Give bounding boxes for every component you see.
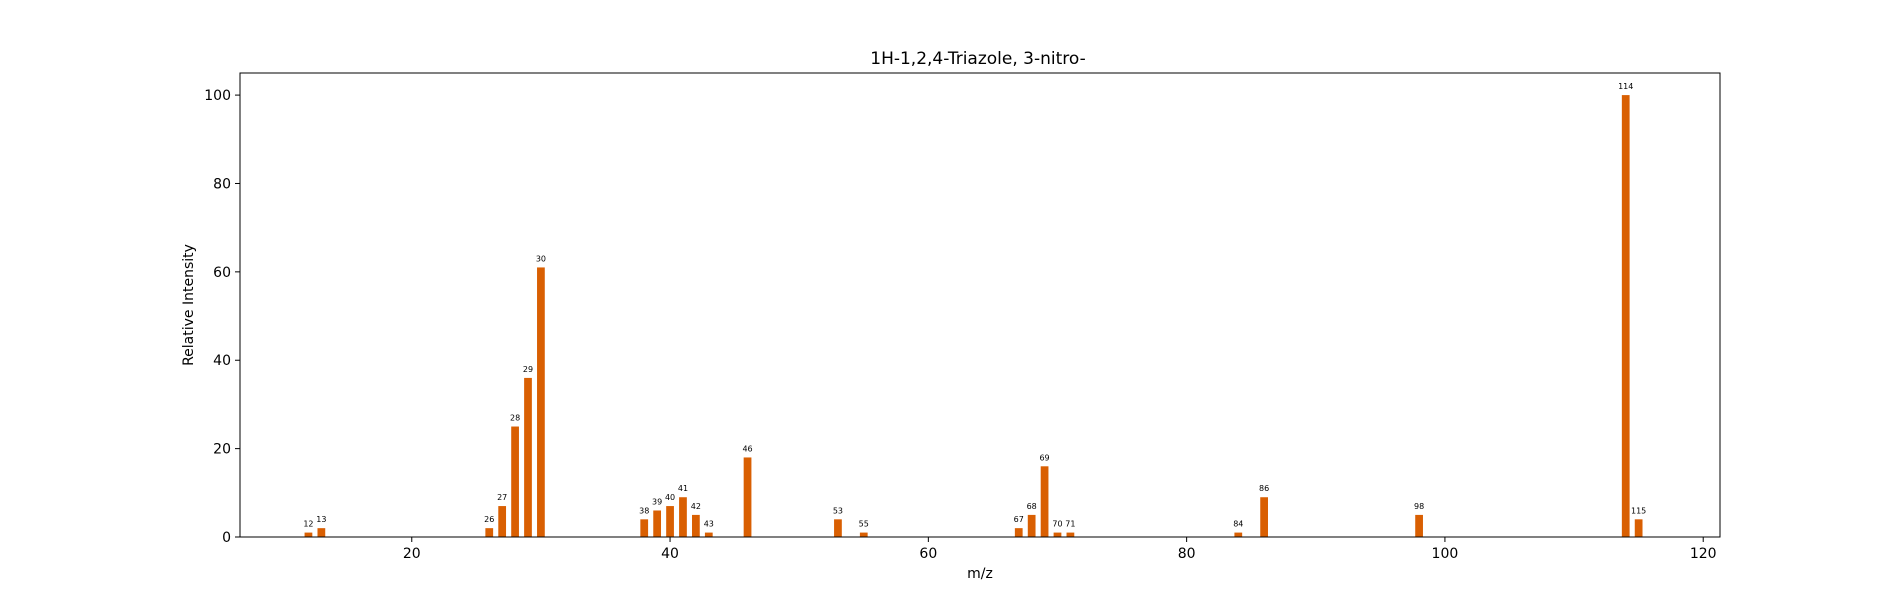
y-tick-label-40: 40 <box>213 353 231 369</box>
x-tick-label-80: 80 <box>1178 546 1196 562</box>
data-label-mz-46: 46 <box>742 444 752 453</box>
x-axis-label: m/z <box>967 566 993 582</box>
bar-mz-67 <box>1014 528 1023 537</box>
data-label-mz-98: 98 <box>1414 502 1424 511</box>
x-tick-label-100: 100 <box>1432 546 1459 562</box>
bar-mz-12 <box>304 532 313 537</box>
bar-mz-115 <box>1634 519 1643 537</box>
bar-mz-28 <box>511 426 519 537</box>
data-label-mz-38: 38 <box>639 506 649 515</box>
bar-mz-40 <box>666 506 674 537</box>
x-tick-label-20: 20 <box>403 546 421 562</box>
data-label-mz-12: 12 <box>303 520 313 529</box>
y-tick-label-80: 80 <box>213 176 231 192</box>
y-axis: 0 20 40 60 80 100 <box>204 88 240 546</box>
x-axis: 20 40 60 80 100 120 <box>403 537 1717 562</box>
bar-mz-41 <box>679 497 687 537</box>
data-label-mz-68: 68 <box>1027 502 1037 511</box>
y-tick-label-20: 20 <box>213 442 231 458</box>
data-label-mz-40: 40 <box>665 493 675 502</box>
y-axis-label: Relative Intensity <box>181 244 197 366</box>
data-label-mz-70: 70 <box>1052 520 1062 529</box>
data-label-mz-42: 42 <box>691 502 701 511</box>
bar-mz-30 <box>537 267 545 537</box>
bar-mz-68 <box>1027 514 1036 537</box>
bar-mz-39 <box>653 510 662 537</box>
bar-mz-43 <box>704 532 713 537</box>
chart-title: 1H-1,2,4-Triazole, 3-nitro- <box>870 49 1085 69</box>
bars-group <box>304 95 1643 537</box>
data-label-mz-114: 114 <box>1618 82 1633 91</box>
x-tick-label-60: 60 <box>919 546 937 562</box>
data-label-mz-43: 43 <box>704 520 714 529</box>
bar-mz-13 <box>317 528 326 537</box>
x-tick-label-40: 40 <box>661 546 679 562</box>
data-label-mz-41: 41 <box>678 484 688 493</box>
data-label-mz-69: 69 <box>1039 453 1049 462</box>
y-tick-label-60: 60 <box>213 265 231 281</box>
bar-mz-55 <box>859 532 868 537</box>
data-label-mz-84: 84 <box>1233 520 1243 529</box>
data-label-mz-86: 86 <box>1259 484 1269 493</box>
y-tick-label-0: 0 <box>222 530 231 546</box>
bar-mz-26 <box>485 528 494 537</box>
bar-mz-38 <box>640 519 649 537</box>
data-label-mz-27: 27 <box>497 493 507 502</box>
bar-mz-69 <box>1040 466 1049 537</box>
data-label-mz-39: 39 <box>652 497 662 506</box>
bar-mz-53 <box>834 519 842 537</box>
plot-frame <box>239 72 1721 538</box>
data-label-mz-13: 13 <box>316 515 326 524</box>
bar-mz-98 <box>1415 514 1423 537</box>
data-label-mz-30: 30 <box>536 254 546 263</box>
bar-mz-71 <box>1066 532 1075 537</box>
data-label-mz-115: 115 <box>1631 506 1646 515</box>
bar-mz-27 <box>498 506 507 537</box>
bar-mz-42 <box>692 514 700 537</box>
bar-mz-114 <box>1621 95 1630 537</box>
data-label-mz-71: 71 <box>1065 520 1075 529</box>
data-label-mz-55: 55 <box>859 520 869 529</box>
data-label-mz-26: 26 <box>484 515 494 524</box>
bar-mz-46 <box>743 457 752 537</box>
bar-mz-29 <box>524 377 532 537</box>
data-label-mz-67: 67 <box>1014 515 1024 524</box>
data-label-mz-28: 28 <box>510 414 520 423</box>
bar-mz-70 <box>1053 532 1062 537</box>
data-label-mz-29: 29 <box>523 365 533 374</box>
x-tick-label-120: 120 <box>1690 546 1717 562</box>
data-label-mz-53: 53 <box>833 506 843 515</box>
y-tick-label-100: 100 <box>204 88 231 104</box>
bar-mz-84 <box>1234 532 1243 537</box>
bar-mz-86 <box>1260 497 1268 537</box>
